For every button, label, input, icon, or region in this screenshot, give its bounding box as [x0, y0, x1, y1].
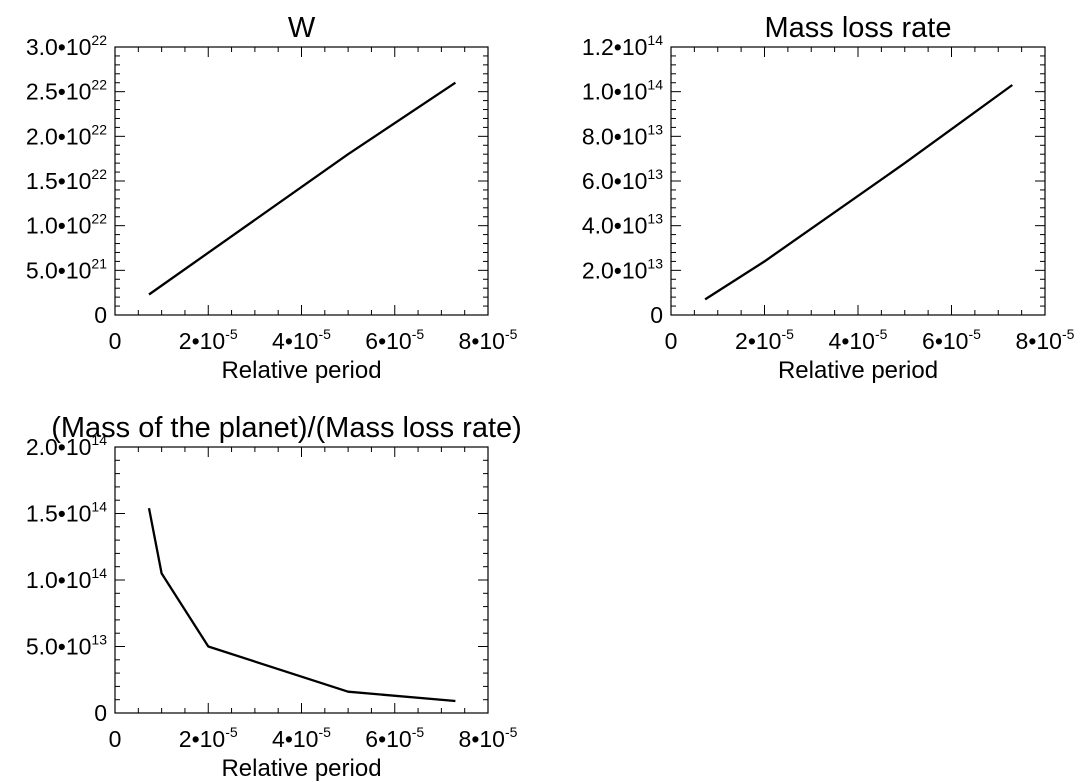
series-line-1 [147, 507, 456, 703]
plot-frame [670, 46, 1046, 316]
series-line-1 [148, 81, 457, 296]
x-axis-label: Relative period [221, 755, 381, 782]
x-axis-label: Relative period [221, 357, 381, 384]
x-tick-label: 6•10-5 [365, 326, 424, 354]
chart-panel-2: Mass loss rate Relative period 0 2•10-5 4•10… [582, 12, 1075, 384]
plot-frame [114, 46, 489, 316]
y-tick-label: 2.0•1013 [582, 255, 663, 283]
x-tick-label: 0 [109, 328, 122, 354]
chart-title: W [288, 12, 316, 44]
y-tick-label: 0 [94, 700, 107, 726]
chart-panel-3: (Mass of the planet)/(Mass loss rate) Rel… [26, 412, 522, 782]
x-tick-label: 4•10-5 [829, 326, 888, 354]
y-tick-label: 0 [94, 302, 107, 328]
x-tick-label: 0 [665, 328, 678, 354]
x-tick-label: 0 [109, 726, 122, 752]
y-tick-label: 1.2•1014 [582, 32, 663, 60]
y-tick-label: 6.0•1013 [582, 166, 663, 194]
chart-panel-1: W Relative period 0 2•10-5 4•10-5 6•10-5 8•10-… [26, 12, 518, 384]
y-tick-label: 3.0•1022 [26, 32, 107, 60]
x-tick-label: 4•10-5 [272, 326, 331, 354]
x-tick-label: 6•10-5 [365, 724, 424, 752]
y-tick-label: 1.5•1014 [26, 499, 107, 527]
chart-title: Mass loss rate [765, 12, 952, 44]
y-tick-label: 1.0•1014 [582, 77, 663, 105]
x-tick-label: 4•10-5 [272, 724, 331, 752]
y-tick-label: 1.0•1014 [26, 565, 107, 593]
y-tick-label: 0 [650, 302, 663, 328]
y-tick-label: 5.0•1021 [26, 255, 107, 283]
plot-frame [114, 446, 489, 714]
x-tick-label: 2•10-5 [179, 724, 238, 752]
y-tick-label: 5.0•1013 [26, 632, 107, 660]
chart-title: (Mass of the planet)/(Mass loss rate) [51, 412, 522, 444]
y-tick-label: 8.0•1013 [582, 121, 663, 149]
x-tick-label: 8•10-5 [459, 326, 518, 354]
series-line-1 [704, 84, 1013, 301]
x-tick-label: 8•10-5 [459, 724, 518, 752]
x-tick-label: 6•10-5 [922, 326, 981, 354]
y-tick-label: 1.5•1022 [26, 166, 107, 194]
y-tick-label: 2.0•1022 [26, 121, 107, 149]
x-tick-label: 2•10-5 [179, 326, 238, 354]
x-axis-label: Relative period [778, 357, 938, 384]
y-tick-label: 4.0•1013 [582, 211, 663, 239]
y-tick-label: 2.5•1022 [26, 77, 107, 105]
y-tick-label: 1.0•1022 [26, 211, 107, 239]
y-tick-label: 2.0•1014 [26, 432, 107, 460]
x-tick-label: 2•10-5 [735, 326, 794, 354]
x-tick-label: 8•10-5 [1016, 326, 1075, 354]
